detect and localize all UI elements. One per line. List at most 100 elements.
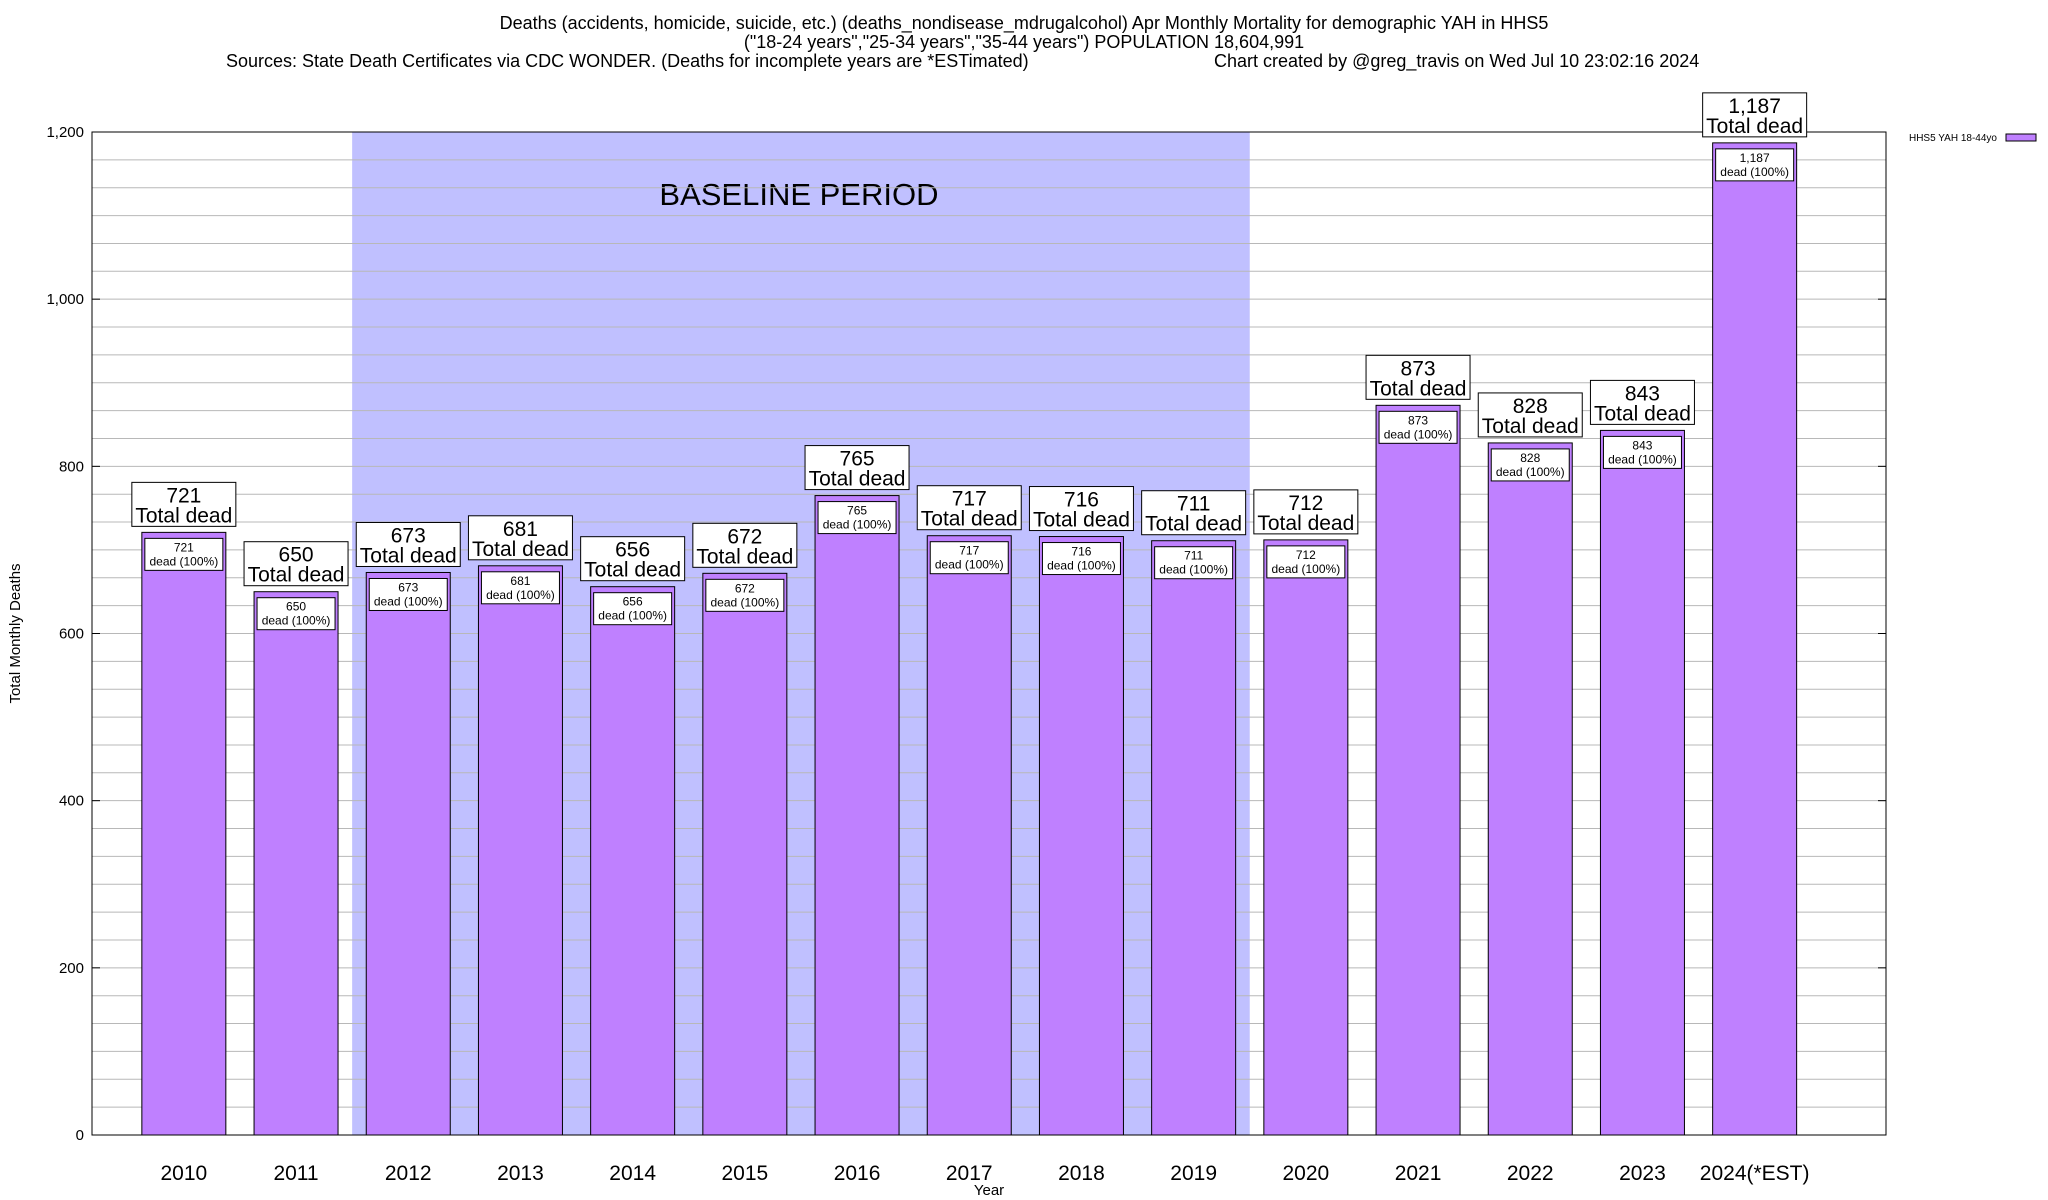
bar-inner-value: 672 (735, 581, 755, 595)
bar-inner-value: 712 (1296, 548, 1316, 562)
bar-total-value: 681 (503, 518, 538, 541)
bar-inner-label-box (1490, 448, 1570, 482)
chart-title-block: Deaths (accidents, homicide, suicide, et… (0, 14, 2048, 71)
y-tick-label: 400 (59, 793, 84, 810)
bar-inner-label-box (1266, 545, 1346, 579)
x-tick-label: 2019 (1170, 1162, 1217, 1185)
bar-total-label-box (1365, 354, 1471, 400)
y-tick-label: 1,000 (46, 291, 84, 308)
bar-total-value: 843 (1625, 382, 1660, 405)
bar-total-value: 1,187 (1728, 95, 1781, 118)
bar-inner-pct: dead (100%) (149, 554, 218, 568)
bar-inner-value: 716 (1071, 545, 1091, 559)
bar-total-value: 672 (727, 525, 762, 548)
x-tick-label: 2010 (160, 1162, 207, 1185)
bar-total-label-box (1589, 379, 1695, 425)
bar-inner-pct: dead (100%) (1159, 563, 1228, 577)
chart-source: Sources: State Death Certificates via CD… (226, 51, 1029, 71)
bar-total-label-box (243, 541, 349, 587)
bar-total-text: Total dead (135, 504, 232, 527)
bar-total-text: Total dead (1594, 402, 1691, 425)
bar (1263, 539, 1349, 1136)
bar-total-value: 765 (840, 448, 875, 471)
legend-label: HHS5 YAH 18-44yo (1909, 133, 1997, 144)
bar-total-value: 711 (1177, 493, 1210, 516)
bar-total-text: Total dead (1370, 377, 1467, 400)
bar-total-label-box (1702, 92, 1808, 138)
x-tick-label: 2012 (385, 1162, 432, 1185)
x-tick-label: 2017 (946, 1162, 993, 1185)
x-tick-label: 2014 (609, 1162, 656, 1185)
bar-total-value: 712 (1288, 492, 1323, 515)
bar (926, 535, 1012, 1136)
bar-inner-label-box (480, 571, 560, 605)
bar-inner-label-box (1602, 435, 1682, 469)
bar-inner-pct: dead (100%) (1608, 452, 1677, 466)
bar-total-value: 717 (952, 488, 987, 511)
bar-total-label-box (355, 521, 461, 567)
bar-total-text: Total dead (1145, 513, 1242, 536)
bar-total-value: 673 (391, 524, 426, 547)
bar (477, 565, 563, 1136)
bar-total-text: Total dead (584, 559, 681, 582)
x-tick-label: 2015 (721, 1162, 768, 1185)
bar-total-text: Total dead (248, 564, 345, 587)
bar (814, 495, 900, 1136)
bar-total-value: 650 (279, 544, 314, 567)
bar-total-text: Total dead (921, 508, 1018, 531)
bar-total-value: 716 (1064, 489, 1099, 512)
bar-inner-value: 765 (847, 504, 867, 518)
y-tick-label: 800 (59, 458, 84, 475)
legend-swatch (2005, 133, 2037, 142)
bar-total-label-box (1477, 392, 1583, 438)
bar-total-label-box (1028, 486, 1134, 532)
x-tick-label: 2024(*EST) (1700, 1162, 1810, 1185)
bar-inner-label-box (817, 501, 897, 535)
bar (1599, 429, 1685, 1136)
bar-total-text: Total dead (1482, 415, 1579, 438)
chart-title: Deaths (accidents, homicide, suicide, et… (499, 13, 1549, 33)
bar-inner-value: 656 (623, 595, 643, 609)
bar-inner-value: 717 (959, 544, 979, 558)
bar-inner-value: 681 (510, 574, 530, 588)
bar-inner-label-box (1715, 148, 1795, 182)
bar-inner-value: 721 (174, 540, 194, 554)
bar-total-text: Total dead (1706, 115, 1803, 138)
bar-total-value: 721 (166, 484, 201, 507)
bar-total-text: Total dead (696, 545, 793, 568)
bar (702, 572, 788, 1136)
bar-inner-pct: dead (100%) (1047, 559, 1116, 573)
bar-total-value: 828 (1513, 395, 1548, 418)
bar-inner-value: 650 (286, 600, 306, 614)
bar-inner-pct: dead (100%) (486, 588, 555, 602)
y-tick-label: 0 (76, 1127, 84, 1144)
bar-total-label-box (916, 485, 1022, 531)
bar-total-label-box (1253, 489, 1359, 535)
bar-inner-value: 873 (1408, 413, 1428, 427)
x-tick-label: 2011 (273, 1162, 318, 1185)
x-tick-label: 2016 (834, 1162, 881, 1185)
bar-total-text: Total dead (360, 544, 457, 567)
bar-inner-pct: dead (100%) (374, 594, 443, 608)
bar-inner-pct: dead (100%) (1384, 427, 1453, 441)
bar-inner-label-box (593, 592, 673, 626)
bar (141, 531, 227, 1136)
bar-inner-value: 843 (1632, 438, 1652, 452)
bar-inner-pct: dead (100%) (1496, 465, 1565, 479)
chart-subtitle: ("18-24 years","25-34 years","35-44 year… (743, 32, 1305, 52)
bar (1712, 142, 1798, 1136)
bar-inner-value: 711 (1184, 549, 1203, 563)
bar-total-label-box (580, 536, 686, 582)
bar-inner-label-box (368, 577, 448, 611)
bar-inner-label-box (1041, 542, 1121, 576)
x-tick-label: 2018 (1058, 1162, 1105, 1185)
bar-inner-label-box (705, 578, 785, 612)
bar-total-text: Total dead (809, 468, 906, 491)
y-axis-title: Total Monthly Deaths (7, 563, 24, 703)
bar-total-value: 656 (615, 539, 650, 562)
bar-total-label-box (804, 445, 910, 491)
bar-inner-label-box (1154, 546, 1234, 580)
bar-total-label-box (692, 522, 798, 568)
bar-inner-pct: dead (100%) (262, 614, 331, 628)
